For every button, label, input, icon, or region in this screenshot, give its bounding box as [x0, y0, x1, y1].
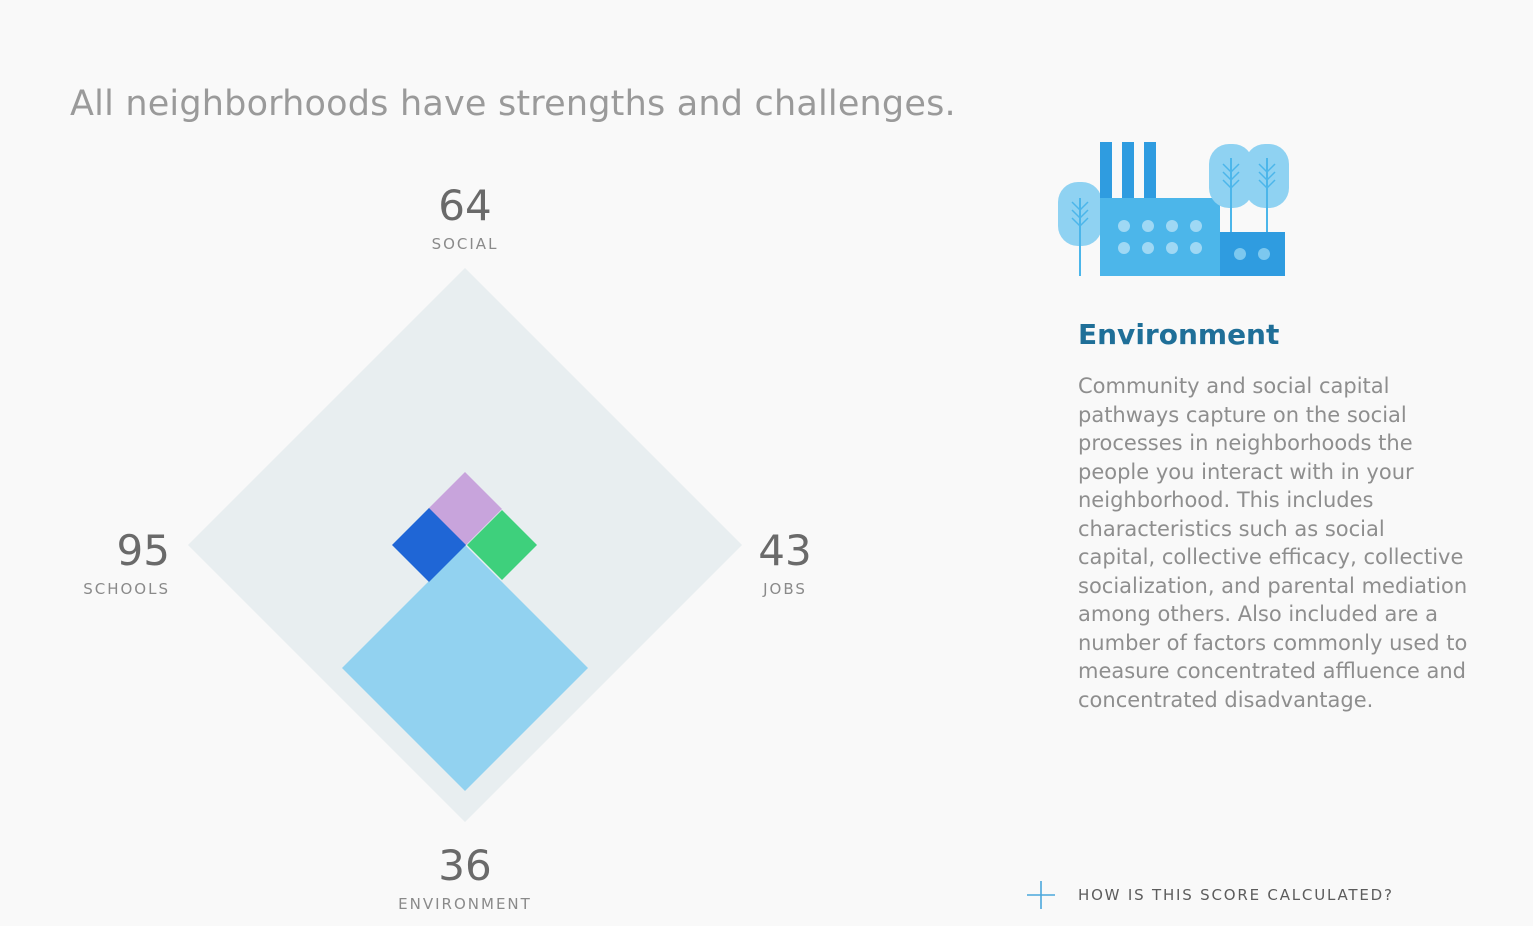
- jobs-score-label: JOBS: [763, 580, 807, 598]
- score-diamond-svg: [188, 268, 742, 822]
- panel-title: Environment: [1078, 318, 1280, 351]
- environment-score[interactable]: 36 ENVIRONMENT: [390, 841, 540, 914]
- environment-score-value: 36: [438, 841, 492, 890]
- social-score-value: 64: [438, 181, 492, 230]
- panel-description: Community and social capital pathways ca…: [1078, 374, 1468, 712]
- score-calculation-link[interactable]: HOW IS THIS SCORE CALCULATED?: [1026, 880, 1394, 910]
- jobs-score[interactable]: 43 JOBS: [755, 526, 815, 599]
- schools-score-label: SCHOOLS: [83, 580, 170, 598]
- page-title: All neighborhoods have strengths and cha…: [70, 84, 956, 124]
- social-score[interactable]: 64 SOCIAL: [405, 181, 525, 254]
- schools-score-square[interactable]: [392, 508, 466, 582]
- jobs-score-value: 43: [758, 526, 812, 575]
- environment-score-square[interactable]: [342, 545, 588, 791]
- social-score-label: SOCIAL: [431, 235, 499, 253]
- score-calculation-label[interactable]: HOW IS THIS SCORE CALCULATED?: [1078, 886, 1394, 904]
- jobs-score-square[interactable]: [467, 510, 537, 580]
- factory-with-trees-icon: [1058, 142, 1289, 276]
- schools-score-value: 95: [116, 526, 170, 575]
- environment-score-label: ENVIRONMENT: [398, 895, 532, 913]
- plus-icon[interactable]: [1026, 880, 1056, 910]
- schools-score[interactable]: 95 SCHOOLS: [70, 526, 190, 599]
- score-diamond-chart: 64 SOCIAL 95 SCHOOLS 43 JOBS 36 ENVIRONM…: [70, 181, 815, 914]
